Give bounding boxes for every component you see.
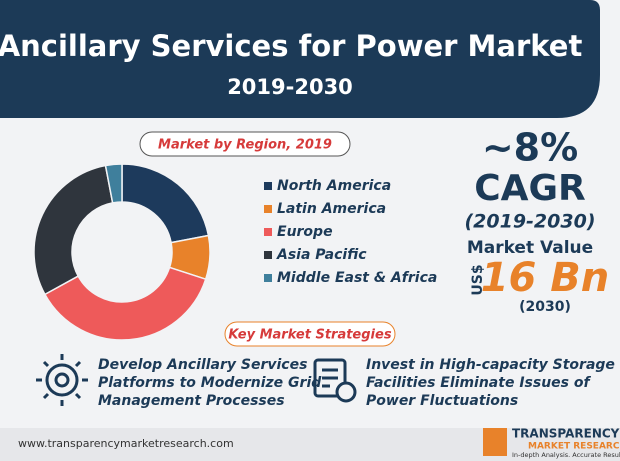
- donut-segment: [104, 163, 123, 204]
- title: Ancillary Services for Power Market: [0, 29, 582, 63]
- document-icon: [313, 358, 357, 403]
- logo-brand2: MARKET RESEARCH: [528, 442, 620, 452]
- market-label: Market Value: [467, 238, 593, 258]
- legend-swatch: [264, 182, 272, 190]
- cagr-label: CAGR: [474, 168, 586, 209]
- logo-icon: [483, 428, 507, 456]
- legend-label: Asia Pacific: [276, 247, 367, 263]
- chart-title-pill: [139, 131, 351, 157]
- logo-tagline: In-depth Analysis. Accurate Results: [512, 451, 620, 459]
- gear-icon: [36, 354, 88, 406]
- market-amount: 16 Bn: [481, 255, 610, 301]
- donut-segment: [33, 164, 114, 296]
- strategies-pill: [224, 321, 396, 347]
- strategy-2: Invest in High-capacity Storage Faciliti…: [366, 357, 620, 409]
- cagr-value: ~8%: [482, 126, 578, 170]
- legend-label: Europe: [277, 224, 333, 240]
- chart-title: Market by Region, 2019: [158, 138, 332, 153]
- legend-swatch: [264, 251, 272, 259]
- currency: US$: [470, 264, 486, 295]
- donut: [33, 163, 211, 341]
- market-year: (2030): [519, 299, 571, 315]
- cagr-period: (2019-2030): [464, 211, 595, 233]
- footer-url: www.transparencymarketresearch.com: [18, 437, 234, 450]
- donut-segment: [43, 266, 207, 341]
- subtitle: 2019-2030: [227, 75, 353, 99]
- strategy-1: Develop Ancillary Services Platforms to …: [98, 357, 326, 409]
- legend: North America Latin America Europe Asia Pac…: [264, 178, 437, 286]
- legend-label: Latin America: [277, 201, 386, 217]
- legend-swatch: [264, 228, 272, 236]
- header-band: [0, 0, 600, 118]
- legend-label: Middle East & Africa: [277, 270, 437, 286]
- footer-band: [0, 428, 620, 461]
- legend-swatch: [264, 274, 272, 282]
- logo-brand: TRANSPARENCY: [512, 427, 620, 441]
- strategies-title: Key Market Strategies: [228, 328, 391, 343]
- legend-swatch: [264, 205, 272, 213]
- legend-label: North America: [277, 178, 391, 194]
